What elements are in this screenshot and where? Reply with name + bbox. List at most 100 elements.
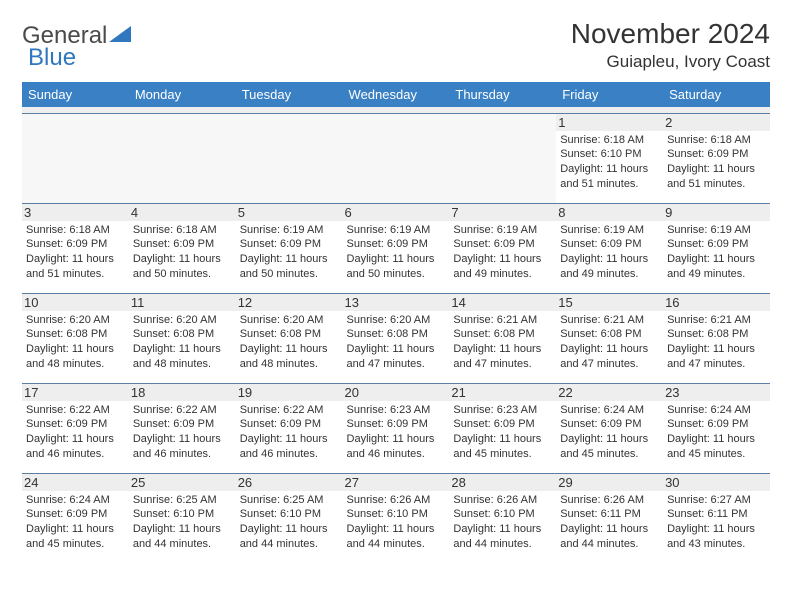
calendar-page: General November 2024 Guiapleu, Ivory Co… xyxy=(0,0,792,612)
title-block: November 2024 Guiapleu, Ivory Coast xyxy=(571,18,770,72)
day-cell: 9Sunrise: 6:19 AMSunset: 6:09 PMDaylight… xyxy=(663,203,770,293)
day-number: 25 xyxy=(129,474,236,491)
day-cell: 4Sunrise: 6:18 AMSunset: 6:09 PMDaylight… xyxy=(129,203,236,293)
day-cell: 21 Sunrise: 6:23 AMSunset: 6:09 PMDayligh… xyxy=(449,383,556,473)
day-number: 29 xyxy=(556,474,663,491)
day-cell: 1Sunrise: 6:18 AMSunset: 6:10 PMDaylight… xyxy=(556,113,663,203)
weekday-header: Friday xyxy=(556,82,663,107)
day-info: Sunrise: 6:21 AMSunset: 6:08 PMDaylight:… xyxy=(667,313,766,372)
day-number: 8 xyxy=(556,204,663,221)
day-info: Sunrise: 6:20 AMSunset: 6:08 PMDaylight:… xyxy=(347,313,446,372)
weekday-header: Sunday xyxy=(22,82,129,107)
day-number: 3 xyxy=(22,204,129,221)
month-title: November 2024 xyxy=(571,18,770,50)
day-info: Sunrise: 6:20 AMSunset: 6:08 PMDaylight:… xyxy=(26,313,125,372)
logo-triangle-icon xyxy=(109,26,131,44)
header: General November 2024 Guiapleu, Ivory Co… xyxy=(22,18,770,72)
day-number: 23 xyxy=(663,384,770,401)
day-info: Sunrise: 6:26 AMSunset: 6:10 PMDaylight:… xyxy=(347,493,446,552)
day-cell: 23 Sunrise: 6:24 AMSunset: 6:09 PMDayligh… xyxy=(663,383,770,473)
day-cell: 6 Sunrise: 6:19 AMSunset: 6:09 PMDaylight… xyxy=(343,203,450,293)
day-info: Sunrise: 6:19 AMSunset: 6:09 PMDaylight:… xyxy=(453,223,552,282)
day-info: Sunrise: 6:22 AMSunset: 6:09 PMDaylight:… xyxy=(240,403,339,462)
calendar-table: SundayMondayTuesdayWednesdayThursdayFrid… xyxy=(22,82,770,563)
day-cell: 19 Sunrise: 6:22 AMSunset: 6:09 PMDayligh… xyxy=(236,383,343,473)
day-number: 21 xyxy=(449,384,556,401)
day-cell: 22 Sunrise: 6:24 AMSunset: 6:09 PMDayligh… xyxy=(556,383,663,473)
calendar-week-row: 24Sunrise: 6:24 AMSunset: 6:09 PMDayligh… xyxy=(22,473,770,563)
day-cell: 26Sunrise: 6:25 AMSunset: 6:10 PMDayligh… xyxy=(236,473,343,563)
day-info: Sunrise: 6:24 AMSunset: 6:09 PMDaylight:… xyxy=(667,403,766,462)
logo-word-2: Blue xyxy=(28,44,76,72)
day-cell: 11 Sunrise: 6:20 AMSunset: 6:08 PMDayligh… xyxy=(129,293,236,383)
day-cell: 18 Sunrise: 6:22 AMSunset: 6:09 PMDayligh… xyxy=(129,383,236,473)
day-number: 22 xyxy=(556,384,663,401)
day-number: 12 xyxy=(236,294,343,311)
day-info: Sunrise: 6:22 AMSunset: 6:09 PMDaylight:… xyxy=(26,403,125,462)
day-info: Sunrise: 6:19 AMSunset: 6:09 PMDaylight:… xyxy=(560,223,659,282)
day-cell: 27 Sunrise: 6:26 AMSunset: 6:10 PMDayligh… xyxy=(343,473,450,563)
day-number: 4 xyxy=(129,204,236,221)
day-info: Sunrise: 6:18 AMSunset: 6:09 PMDaylight:… xyxy=(667,133,766,192)
day-info: Sunrise: 6:25 AMSunset: 6:10 PMDaylight:… xyxy=(240,493,339,552)
day-info: Sunrise: 6:26 AMSunset: 6:11 PMDaylight:… xyxy=(560,493,659,552)
day-number: 17 xyxy=(22,384,129,401)
day-info: Sunrise: 6:19 AMSunset: 6:09 PMDaylight:… xyxy=(240,223,339,282)
empty-cell xyxy=(449,113,556,203)
day-number: 15 xyxy=(556,294,663,311)
day-cell: 7Sunrise: 6:19 AMSunset: 6:09 PMDaylight… xyxy=(449,203,556,293)
day-number: 27 xyxy=(343,474,450,491)
day-info: Sunrise: 6:21 AMSunset: 6:08 PMDaylight:… xyxy=(560,313,659,372)
day-info: Sunrise: 6:24 AMSunset: 6:09 PMDaylight:… xyxy=(560,403,659,462)
day-cell: 2 Sunrise: 6:18 AMSunset: 6:09 PMDaylight… xyxy=(663,113,770,203)
day-number: 5 xyxy=(236,204,343,221)
day-number: 10 xyxy=(22,294,129,311)
day-number: 20 xyxy=(343,384,450,401)
calendar-week-row: 1Sunrise: 6:18 AMSunset: 6:10 PMDaylight… xyxy=(22,113,770,203)
day-cell: 29 Sunrise: 6:26 AMSunset: 6:11 PMDayligh… xyxy=(556,473,663,563)
day-cell: 13 Sunrise: 6:20 AMSunset: 6:08 PMDayligh… xyxy=(343,293,450,383)
day-info: Sunrise: 6:21 AMSunset: 6:08 PMDaylight:… xyxy=(453,313,552,372)
day-cell: 30 Sunrise: 6:27 AMSunset: 6:11 PMDayligh… xyxy=(663,473,770,563)
day-number: 14 xyxy=(449,294,556,311)
day-info: Sunrise: 6:27 AMSunset: 6:11 PMDaylight:… xyxy=(667,493,766,552)
empty-cell xyxy=(236,113,343,203)
day-number: 30 xyxy=(663,474,770,491)
day-cell: 3Sunrise: 6:18 AMSunset: 6:09 PMDaylight… xyxy=(22,203,129,293)
day-cell: 5 Sunrise: 6:19 AMSunset: 6:09 PMDaylight… xyxy=(236,203,343,293)
day-cell: 14 Sunrise: 6:21 AMSunset: 6:08 PMDayligh… xyxy=(449,293,556,383)
location: Guiapleu, Ivory Coast xyxy=(571,52,770,72)
day-info: Sunrise: 6:25 AMSunset: 6:10 PMDaylight:… xyxy=(133,493,232,552)
day-cell: 25 Sunrise: 6:25 AMSunset: 6:10 PMDayligh… xyxy=(129,473,236,563)
weekday-header: Tuesday xyxy=(236,82,343,107)
day-info: Sunrise: 6:22 AMSunset: 6:09 PMDaylight:… xyxy=(133,403,232,462)
day-number: 11 xyxy=(129,294,236,311)
day-cell: 12 Sunrise: 6:20 AMSunset: 6:08 PMDayligh… xyxy=(236,293,343,383)
day-cell: 10 Sunrise: 6:20 AMSunset: 6:08 PMDayligh… xyxy=(22,293,129,383)
day-info: Sunrise: 6:26 AMSunset: 6:10 PMDaylight:… xyxy=(453,493,552,552)
day-cell: 15 Sunrise: 6:21 AMSunset: 6:08 PMDayligh… xyxy=(556,293,663,383)
day-info: Sunrise: 6:20 AMSunset: 6:08 PMDaylight:… xyxy=(240,313,339,372)
day-number: 2 xyxy=(663,114,770,131)
empty-cell xyxy=(129,113,236,203)
day-cell: 8 Sunrise: 6:19 AMSunset: 6:09 PMDaylight… xyxy=(556,203,663,293)
empty-cell xyxy=(22,113,129,203)
day-number: 19 xyxy=(236,384,343,401)
day-info: Sunrise: 6:18 AMSunset: 6:10 PMDaylight:… xyxy=(560,133,659,192)
weekday-header: Saturday xyxy=(663,82,770,107)
weekday-header: Thursday xyxy=(449,82,556,107)
day-number: 18 xyxy=(129,384,236,401)
weekday-header-row: SundayMondayTuesdayWednesdayThursdayFrid… xyxy=(22,82,770,107)
day-info: Sunrise: 6:23 AMSunset: 6:09 PMDaylight:… xyxy=(347,403,446,462)
day-number: 16 xyxy=(663,294,770,311)
day-info: Sunrise: 6:23 AMSunset: 6:09 PMDaylight:… xyxy=(453,403,552,462)
calendar-body: 1Sunrise: 6:18 AMSunset: 6:10 PMDaylight… xyxy=(22,107,770,563)
day-cell: 16 Sunrise: 6:21 AMSunset: 6:08 PMDayligh… xyxy=(663,293,770,383)
day-number: 13 xyxy=(343,294,450,311)
day-number: 24 xyxy=(22,474,129,491)
day-info: Sunrise: 6:20 AMSunset: 6:08 PMDaylight:… xyxy=(133,313,232,372)
empty-cell xyxy=(343,113,450,203)
day-info: Sunrise: 6:19 AMSunset: 6:09 PMDaylight:… xyxy=(347,223,446,282)
day-number: 6 xyxy=(343,204,450,221)
day-cell: 24Sunrise: 6:24 AMSunset: 6:09 PMDayligh… xyxy=(22,473,129,563)
